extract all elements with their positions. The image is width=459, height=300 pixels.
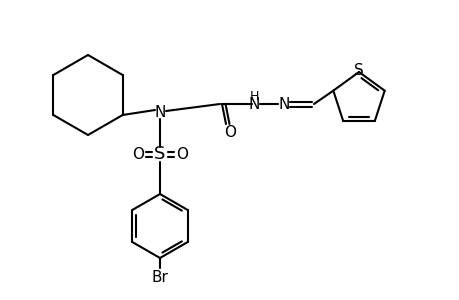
Text: S: S bbox=[154, 145, 165, 163]
Text: O: O bbox=[132, 146, 144, 161]
Text: N: N bbox=[154, 104, 165, 119]
Text: O: O bbox=[176, 146, 188, 161]
Text: N: N bbox=[248, 97, 259, 112]
Text: S: S bbox=[353, 62, 363, 77]
Text: O: O bbox=[224, 124, 235, 140]
Text: Br: Br bbox=[151, 271, 168, 286]
Text: H: H bbox=[249, 89, 258, 103]
Text: N: N bbox=[278, 97, 289, 112]
